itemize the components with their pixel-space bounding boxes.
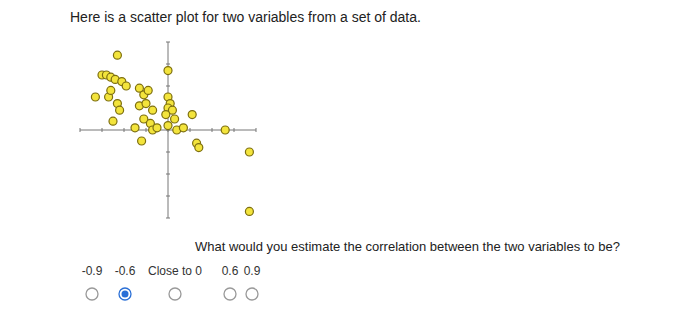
page: Here is a scatter plot for two variables… xyxy=(0,0,700,316)
point xyxy=(195,144,203,152)
y-tick xyxy=(166,42,170,43)
point xyxy=(131,124,139,132)
radio-button[interactable] xyxy=(169,288,181,300)
x-tick xyxy=(146,128,147,132)
option-label: -0.9 xyxy=(82,264,103,278)
point xyxy=(109,117,117,125)
y-tick xyxy=(166,86,170,87)
point xyxy=(188,111,196,119)
radio-dot xyxy=(122,291,129,298)
point xyxy=(138,137,146,145)
point xyxy=(221,126,229,134)
point xyxy=(179,124,187,132)
option-label: Close to 0 xyxy=(148,264,202,278)
y-tick xyxy=(166,152,170,153)
y-tick xyxy=(166,218,170,219)
x-tick xyxy=(102,128,103,132)
point xyxy=(149,106,157,114)
y-tick xyxy=(166,64,170,65)
point xyxy=(162,111,170,119)
x-tick xyxy=(80,128,81,132)
point xyxy=(171,115,179,123)
option-label: -0.6 xyxy=(115,264,136,278)
point xyxy=(122,82,130,90)
point xyxy=(116,106,124,114)
radio-button[interactable] xyxy=(119,288,131,300)
x-tick xyxy=(124,128,125,132)
heading: Here is a scatter plot for two variables… xyxy=(70,9,421,25)
x-tick xyxy=(212,128,213,132)
point xyxy=(164,122,172,130)
point xyxy=(245,207,253,215)
option-label: 0.9 xyxy=(244,264,261,278)
x-tick xyxy=(234,128,235,132)
points xyxy=(91,51,253,215)
x-tick xyxy=(256,128,257,132)
question: What would you estimate the correlation … xyxy=(195,239,620,254)
radio-button[interactable] xyxy=(246,288,258,300)
x-tick xyxy=(190,128,191,132)
point xyxy=(245,148,253,156)
y-tick xyxy=(166,196,170,197)
radio-button[interactable] xyxy=(86,288,98,300)
option-label: 0.6 xyxy=(222,264,239,278)
point xyxy=(113,51,121,59)
point xyxy=(142,100,150,108)
radio-button[interactable] xyxy=(224,288,236,300)
y-tick xyxy=(166,174,170,175)
point xyxy=(91,93,99,101)
axes xyxy=(80,42,256,218)
point xyxy=(153,124,161,132)
point xyxy=(144,86,152,94)
point xyxy=(164,67,172,75)
point xyxy=(107,86,115,94)
